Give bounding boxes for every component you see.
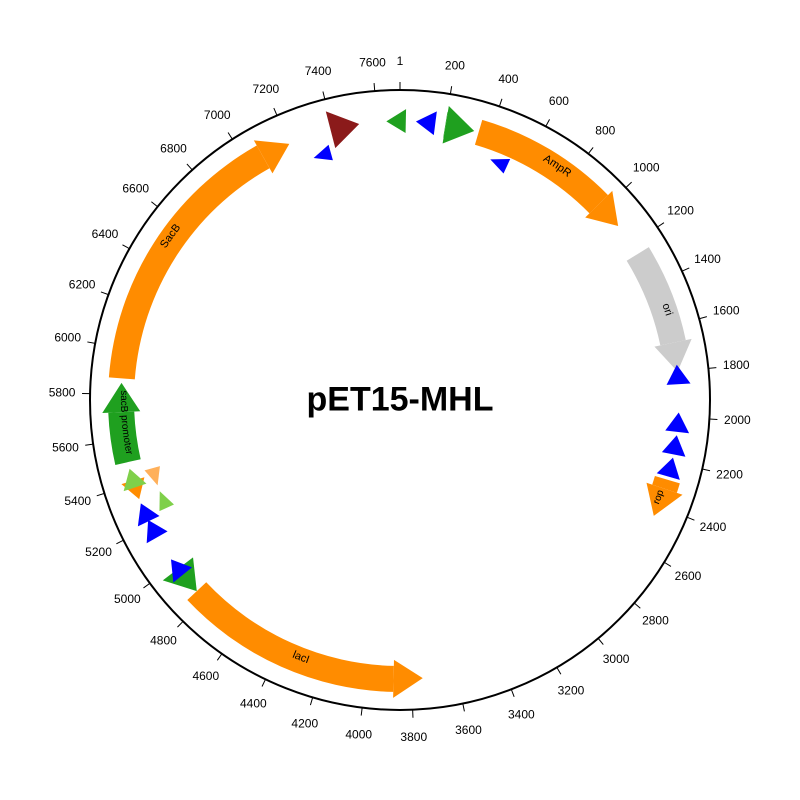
svg-text:2000: 2000 (724, 413, 751, 427)
svg-text:7400: 7400 (305, 64, 332, 78)
svg-text:2800: 2800 (642, 614, 669, 628)
svg-text:2200: 2200 (716, 467, 743, 481)
svg-text:5800: 5800 (49, 385, 76, 399)
svg-text:4200: 4200 (291, 716, 318, 730)
svg-text:4800: 4800 (150, 634, 177, 648)
svg-text:5600: 5600 (52, 440, 79, 454)
svg-text:1800: 1800 (723, 358, 750, 372)
svg-text:800: 800 (595, 124, 615, 138)
svg-text:6400: 6400 (92, 227, 119, 241)
svg-text:3400: 3400 (508, 708, 535, 722)
svg-text:400: 400 (498, 72, 518, 86)
svg-text:6800: 6800 (160, 141, 187, 155)
svg-text:7600: 7600 (359, 55, 386, 69)
svg-text:4000: 4000 (345, 728, 372, 742)
svg-text:6600: 6600 (122, 181, 149, 195)
svg-text:600: 600 (549, 94, 569, 108)
svg-text:2400: 2400 (700, 520, 727, 534)
svg-text:1600: 1600 (713, 304, 740, 318)
svg-text:1400: 1400 (694, 252, 721, 266)
svg-text:3600: 3600 (455, 723, 482, 737)
svg-text:7200: 7200 (253, 82, 280, 96)
svg-text:2600: 2600 (675, 569, 702, 583)
svg-text:1000: 1000 (633, 161, 660, 175)
svg-text:4600: 4600 (192, 669, 219, 683)
svg-text:7000: 7000 (204, 108, 231, 122)
svg-text:5200: 5200 (85, 545, 112, 559)
svg-text:3000: 3000 (603, 652, 630, 666)
svg-text:4400: 4400 (240, 697, 267, 711)
svg-text:5400: 5400 (64, 494, 91, 508)
svg-text:5000: 5000 (114, 592, 141, 606)
plasmid-title: pET15-MHL (307, 381, 494, 420)
svg-text:1200: 1200 (667, 204, 694, 218)
svg-text:3200: 3200 (558, 684, 585, 698)
svg-text:6000: 6000 (54, 330, 81, 344)
svg-text:6200: 6200 (69, 277, 96, 291)
svg-text:200: 200 (445, 59, 465, 73)
svg-text:3800: 3800 (400, 730, 427, 744)
svg-text:1: 1 (397, 54, 404, 68)
